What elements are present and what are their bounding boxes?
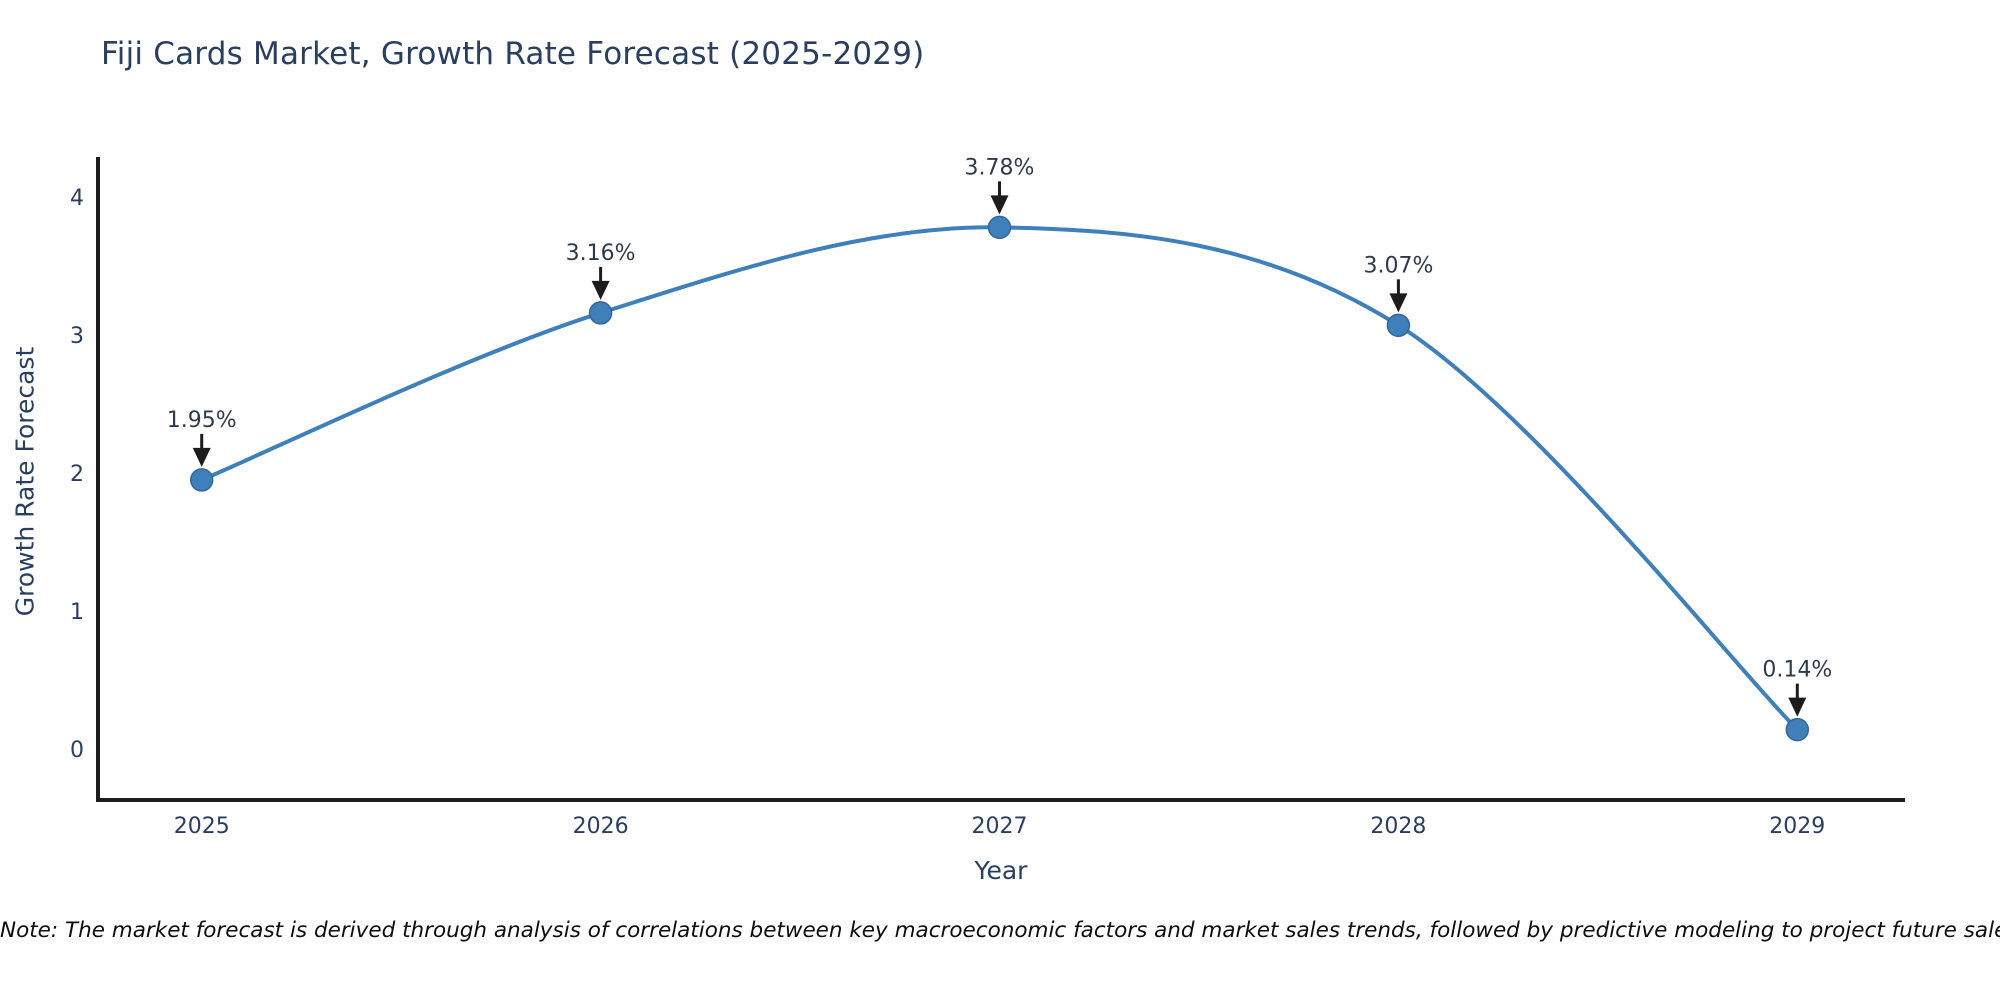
point-value-label: 1.95% xyxy=(167,408,237,433)
point-value-label: 3.07% xyxy=(1363,253,1433,278)
y-tick-label: 4 xyxy=(70,186,84,211)
forecast-line xyxy=(199,225,1800,732)
y-tick-label: 2 xyxy=(70,462,84,487)
point-value-label: 3.78% xyxy=(965,155,1035,180)
y-tick-label: 0 xyxy=(70,738,84,763)
annotation-arrow-head xyxy=(990,195,1009,215)
data-point-marker xyxy=(1785,717,1810,742)
footnote: Note: The market forecast is derived thr… xyxy=(0,918,2000,943)
annotation-arrow-head xyxy=(591,280,610,300)
x-tick-label: 2029 xyxy=(1769,814,1825,839)
x-tick-label: 2028 xyxy=(1370,814,1426,839)
data-point-marker xyxy=(588,301,613,325)
data-point-marker xyxy=(1386,313,1411,338)
x-axis-title-text: Year xyxy=(974,856,1028,885)
annotation-arrow-head xyxy=(1389,293,1408,313)
x-axis-title: Year xyxy=(0,856,2000,885)
x-tick-label: 2027 xyxy=(972,814,1028,839)
point-value-label: 0.14% xyxy=(1762,658,1832,683)
data-point-marker xyxy=(987,215,1012,240)
annotation-arrow-head xyxy=(192,447,211,467)
y-tick-label: 3 xyxy=(70,324,84,349)
annotation-arrow-head xyxy=(1788,697,1807,717)
y-tick-label: 1 xyxy=(70,600,84,625)
chart-title: Fiji Cards Market, Growth Rate Forecast … xyxy=(101,36,925,72)
data-point-marker xyxy=(189,468,214,492)
point-value-label: 3.16% xyxy=(566,241,636,266)
x-tick-label: 2026 xyxy=(573,814,629,839)
y-axis-title: Growth Rate Forecast xyxy=(10,346,40,617)
x-tick-label: 2025 xyxy=(174,814,230,839)
